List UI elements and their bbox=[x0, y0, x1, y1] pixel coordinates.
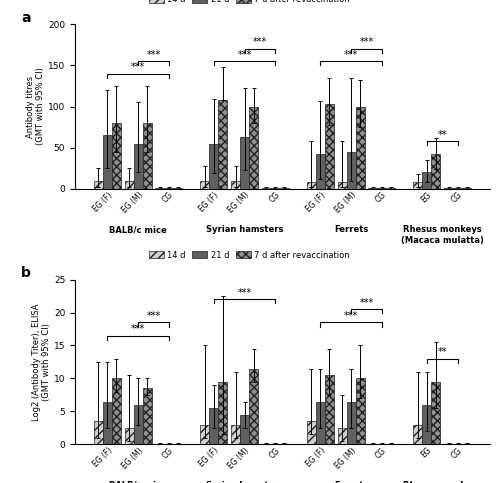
Bar bbox=[316, 155, 325, 189]
Bar bbox=[200, 425, 209, 444]
Bar bbox=[307, 421, 316, 444]
Text: ***: *** bbox=[344, 50, 358, 59]
Text: ***: *** bbox=[146, 311, 160, 321]
Bar bbox=[462, 188, 471, 189]
Bar bbox=[414, 425, 422, 444]
Bar bbox=[164, 188, 173, 189]
Bar bbox=[270, 188, 280, 189]
Bar bbox=[103, 135, 112, 189]
Text: Ferrets: Ferrets bbox=[334, 225, 368, 234]
Bar bbox=[453, 188, 462, 189]
Bar bbox=[346, 401, 356, 444]
Bar bbox=[173, 188, 182, 189]
Text: ***: *** bbox=[131, 62, 145, 72]
Bar bbox=[356, 107, 364, 189]
Bar bbox=[338, 428, 346, 444]
Bar bbox=[422, 172, 432, 189]
Bar bbox=[249, 369, 258, 444]
Text: ***: *** bbox=[360, 298, 374, 308]
Text: ***: *** bbox=[238, 288, 252, 298]
Text: Rhesus monkeys
(Macaca mulatta): Rhesus monkeys (Macaca mulatta) bbox=[401, 481, 483, 483]
Text: Ferrets: Ferrets bbox=[334, 481, 368, 483]
Bar bbox=[134, 143, 142, 189]
Bar bbox=[325, 104, 334, 189]
Bar bbox=[124, 428, 134, 444]
Bar bbox=[386, 188, 396, 189]
Bar bbox=[240, 137, 249, 189]
Bar bbox=[142, 123, 152, 189]
Bar bbox=[414, 183, 422, 189]
Legend: 14 d, 21 d, 7 d after revaccination: 14 d, 21 d, 7 d after revaccination bbox=[146, 247, 353, 263]
Bar bbox=[307, 183, 316, 189]
Bar bbox=[356, 379, 364, 444]
Bar bbox=[262, 188, 270, 189]
Bar bbox=[280, 188, 289, 189]
Bar bbox=[134, 405, 142, 444]
Bar bbox=[432, 155, 440, 189]
Bar bbox=[94, 421, 103, 444]
Text: ***: *** bbox=[131, 324, 145, 334]
Bar bbox=[210, 408, 218, 444]
Bar bbox=[124, 181, 134, 189]
Text: ***: *** bbox=[238, 50, 252, 59]
Text: BALB/c mice: BALB/c mice bbox=[109, 481, 167, 483]
Bar bbox=[346, 152, 356, 189]
Y-axis label: Log2 (Antibody Titer), ELISA
(GMT with 95% CI): Log2 (Antibody Titer), ELISA (GMT with 9… bbox=[32, 303, 51, 421]
Bar bbox=[210, 144, 218, 189]
Bar bbox=[240, 415, 249, 444]
Bar bbox=[112, 123, 121, 189]
Text: a: a bbox=[21, 11, 30, 25]
Bar bbox=[444, 188, 453, 189]
Bar bbox=[231, 181, 240, 189]
Legend: 14 d, 21 d, 7 d after revaccination: 14 d, 21 d, 7 d after revaccination bbox=[146, 0, 353, 8]
Text: Syrian hamsters: Syrian hamsters bbox=[206, 225, 284, 234]
Text: Rhesus monkeys
(Macaca mulatta): Rhesus monkeys (Macaca mulatta) bbox=[401, 225, 483, 244]
Text: ***: *** bbox=[253, 37, 267, 47]
Bar bbox=[338, 183, 346, 189]
Bar bbox=[155, 188, 164, 189]
Text: ***: *** bbox=[146, 50, 160, 59]
Bar bbox=[249, 107, 258, 189]
Bar bbox=[316, 401, 325, 444]
Bar bbox=[368, 188, 377, 189]
Text: ***: *** bbox=[344, 311, 358, 321]
Bar bbox=[377, 188, 386, 189]
Bar bbox=[231, 425, 240, 444]
Text: Syrian hamsters: Syrian hamsters bbox=[206, 481, 284, 483]
Bar bbox=[142, 388, 152, 444]
Bar bbox=[103, 401, 112, 444]
Text: b: b bbox=[21, 267, 31, 281]
Bar bbox=[112, 379, 121, 444]
Text: BALB/c mice: BALB/c mice bbox=[109, 225, 167, 234]
Bar bbox=[325, 375, 334, 444]
Text: **: ** bbox=[438, 129, 447, 140]
Bar bbox=[218, 100, 228, 189]
Bar bbox=[422, 405, 432, 444]
Bar bbox=[200, 181, 209, 189]
Bar bbox=[432, 382, 440, 444]
Bar bbox=[218, 382, 228, 444]
Text: ***: *** bbox=[360, 37, 374, 47]
Bar bbox=[94, 181, 103, 189]
Text: **: ** bbox=[438, 347, 447, 357]
Y-axis label: Antibody titres
(GMT with 95% CI): Antibody titres (GMT with 95% CI) bbox=[26, 68, 45, 145]
